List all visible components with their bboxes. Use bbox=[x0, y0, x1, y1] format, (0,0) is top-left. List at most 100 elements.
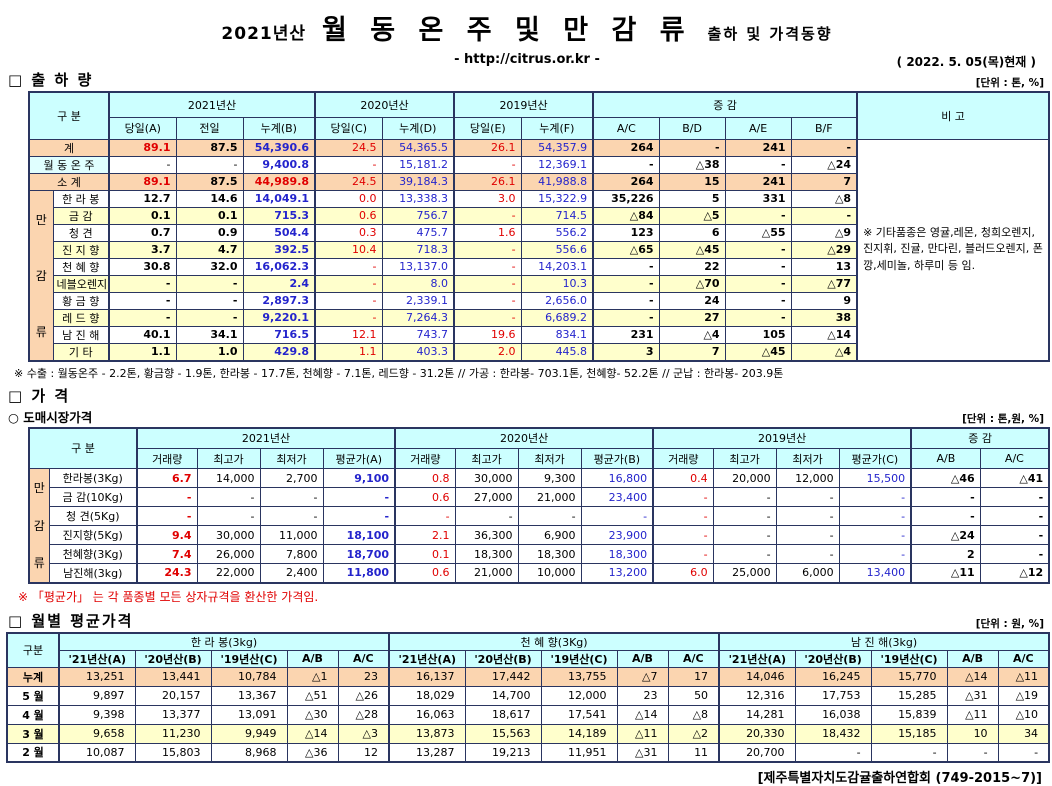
cell: △4 bbox=[790, 342, 858, 361]
cell: 15,839 bbox=[870, 704, 948, 725]
cell: 30.8 bbox=[108, 257, 177, 276]
shipment-section-title: □ 출 하 량 bbox=[8, 71, 94, 89]
cell: 10,087 bbox=[58, 742, 136, 763]
col-header-gubun: 구 분 bbox=[28, 427, 138, 469]
cell: △36 bbox=[286, 742, 339, 763]
cell: 24.3 bbox=[136, 563, 198, 583]
col-subheader: A/B bbox=[616, 649, 669, 668]
cell: 13,137.0 bbox=[381, 257, 455, 276]
cell: △24 bbox=[790, 155, 858, 174]
row-label: 청 견 bbox=[52, 223, 110, 242]
col-subheader: A/C bbox=[979, 448, 1050, 469]
cell: - bbox=[712, 487, 777, 507]
report-page: 2021년산 월 동 온 주 및 만 감 류 출하 및 가격동향 - http:… bbox=[6, 15, 1051, 786]
title-year: 2021년산 bbox=[221, 24, 307, 44]
cell: △30 bbox=[286, 704, 339, 725]
cell: 34 bbox=[997, 723, 1050, 744]
cell: △77 bbox=[790, 274, 858, 293]
cell: 15,322.9 bbox=[520, 189, 594, 208]
cell: - bbox=[652, 544, 714, 564]
cell: - bbox=[453, 240, 522, 259]
row-label: 금 감 bbox=[52, 206, 110, 225]
cell: 12,000 bbox=[540, 685, 618, 706]
cell: 20,157 bbox=[134, 685, 212, 706]
cell: - bbox=[979, 544, 1050, 564]
monthly-unit-label: [단위 : 원, %] bbox=[975, 617, 1044, 630]
row-label: 남진해(3kg) bbox=[48, 563, 138, 583]
col-subheader: 누계(D) bbox=[381, 116, 455, 140]
cell: 26.1 bbox=[453, 138, 522, 157]
cell: 0.6 bbox=[394, 487, 456, 507]
cell: 54,357.9 bbox=[520, 138, 594, 157]
cell: 0.1 bbox=[175, 206, 244, 225]
cell: - bbox=[979, 506, 1050, 526]
cell: 12,316 bbox=[718, 685, 796, 706]
cell: - bbox=[712, 525, 777, 545]
cell: 2 bbox=[910, 544, 981, 564]
cell: 3.0 bbox=[453, 189, 522, 208]
monthly-row: 누계 13,251 13,441 10,784 △1 23 16,137 17,442 13,7… bbox=[6, 666, 1050, 687]
col-subheader: 평균가(B) bbox=[580, 448, 654, 469]
row-label: 소 계 bbox=[28, 172, 110, 191]
shipment-row: 네블오렌지 - -2.4-8.0-10.3- △70- △77 bbox=[29, 274, 1049, 293]
row-label: 천혜향(3Kg) bbox=[48, 544, 138, 564]
cell: 9,398 bbox=[58, 704, 136, 725]
title-suffix: 출하 및 가격동향 bbox=[707, 25, 833, 43]
cell: 15,563 bbox=[464, 723, 542, 744]
shipment-row: 금 감 0.1 0.1 715.3 0.6 756.7-714.5 △84 △5- - bbox=[29, 206, 1049, 225]
cell: 34.1 bbox=[175, 325, 244, 344]
cell: 21,000 bbox=[517, 487, 582, 507]
cell: 0.7 bbox=[108, 223, 177, 242]
site-url-link[interactable]: - http://citrus.or.kr - bbox=[454, 52, 600, 67]
cell: - bbox=[592, 274, 660, 293]
monthly-section-header: □ 월별 평균가격 [단위 : 원, %] bbox=[8, 610, 1044, 631]
shipment-row: 레 드 향 - -9,220.1-7,264.3-6,689.2-27-38 bbox=[29, 308, 1049, 327]
cell: - bbox=[712, 544, 777, 564]
col-header-changes: 증 감 bbox=[592, 91, 858, 118]
col-subheader: A/C bbox=[592, 116, 660, 140]
col-subheader: 최고가 bbox=[712, 448, 777, 469]
cell: 0.1 bbox=[394, 544, 456, 564]
cell: - bbox=[394, 506, 456, 526]
cell: - bbox=[724, 291, 792, 310]
col-header-2020: 2020년산 bbox=[394, 427, 654, 449]
cell: - bbox=[946, 742, 999, 763]
cell: - bbox=[997, 742, 1050, 763]
cell: - bbox=[108, 291, 177, 310]
row-label: 청 견(5Kg) bbox=[48, 506, 138, 526]
cell: 15 bbox=[658, 172, 726, 191]
cell: 12,000 bbox=[775, 468, 840, 488]
cell: 264 bbox=[592, 138, 660, 157]
col-subheader: 누계(B) bbox=[242, 116, 316, 140]
col-subheader: 최고가 bbox=[454, 448, 519, 469]
cell: - bbox=[136, 487, 198, 507]
cell: - bbox=[314, 308, 383, 327]
col-subheader: 당일(E) bbox=[453, 116, 522, 140]
row-label: 월 동 온 주 bbox=[28, 155, 110, 174]
cell: △28 bbox=[337, 704, 390, 725]
cell: - bbox=[175, 155, 244, 174]
cell: 834.1 bbox=[520, 325, 594, 344]
col-subheader: A/B bbox=[946, 649, 999, 668]
cell: 27 bbox=[658, 308, 726, 327]
col-header-2019: 2019년산 bbox=[652, 427, 912, 449]
report-subtitle: - http://citrus.or.kr - ( 2022. 5. 05(목)… bbox=[6, 48, 1048, 69]
col-subheader: '21년산(A) bbox=[58, 649, 136, 668]
row-label: 남 진 해 bbox=[52, 325, 110, 344]
col-subheader: '21년산(A) bbox=[388, 649, 466, 668]
price-footnote: ※ 「평균가」 는 각 품종별 모든 상자규격을 환산한 가격임. bbox=[18, 589, 319, 604]
cell: - bbox=[314, 155, 383, 174]
cell: 12.7 bbox=[108, 189, 177, 208]
cell: 11,000 bbox=[259, 525, 324, 545]
cell: 105 bbox=[724, 325, 792, 344]
col-subheader: 최저가 bbox=[517, 448, 582, 469]
col-subheader: A/B bbox=[910, 448, 981, 469]
cell: 26.1 bbox=[453, 172, 522, 191]
price-row: 만 감 류 한라봉(3Kg) 6.7 14,000 2,700 9,100 0.8 30,000 9… bbox=[28, 468, 1050, 583]
cell: 18,029 bbox=[388, 685, 466, 706]
cell: 11,800 bbox=[322, 563, 396, 583]
cell: - bbox=[838, 487, 912, 507]
cell: - bbox=[592, 257, 660, 276]
col-subheader: 누계(F) bbox=[520, 116, 594, 140]
